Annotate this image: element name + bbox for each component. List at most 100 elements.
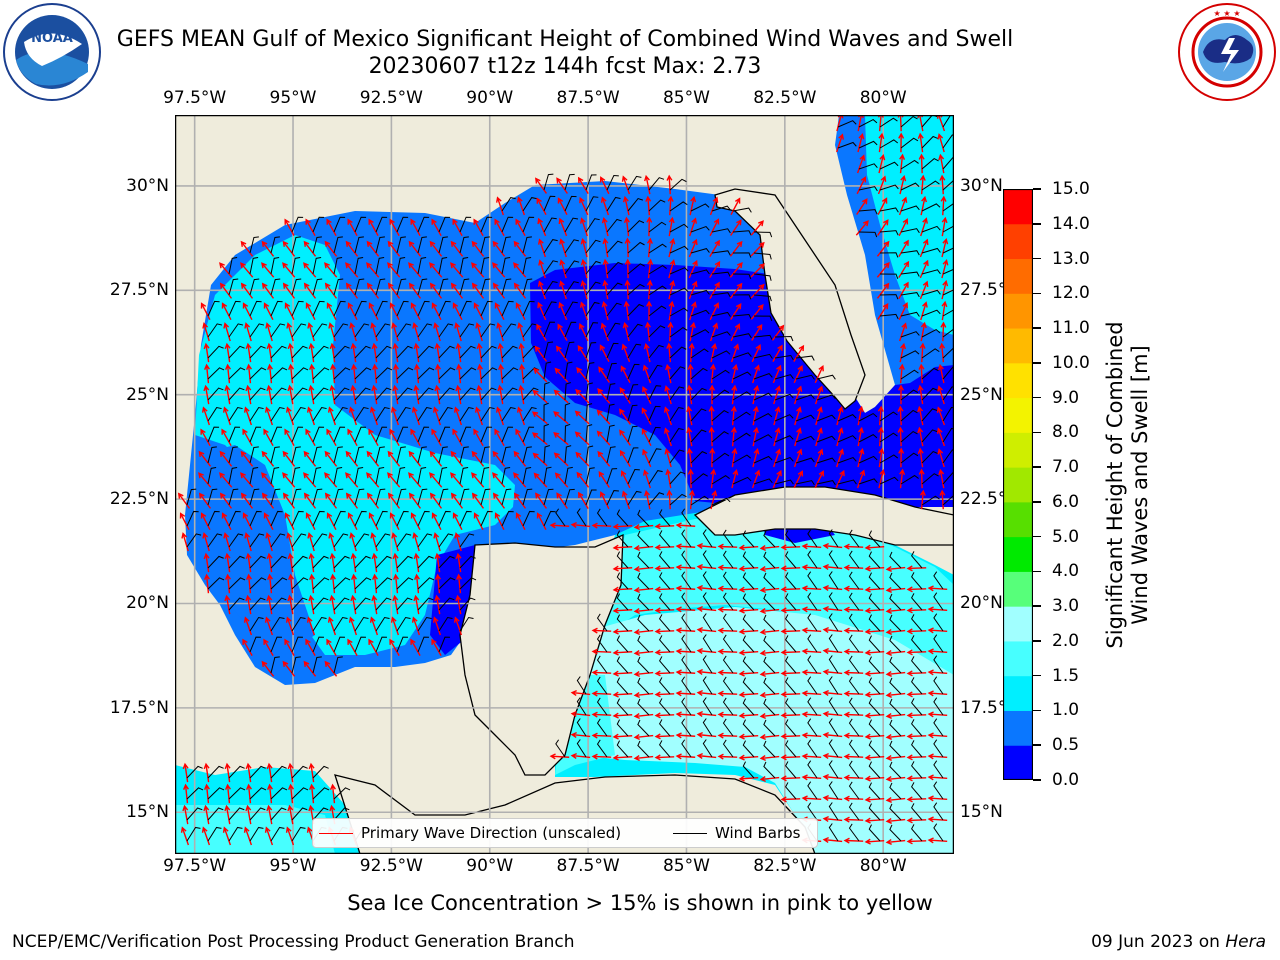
wind-barb — [249, 636, 261, 653]
wave-direction-arrow — [387, 240, 401, 257]
wind-barb — [933, 613, 944, 632]
wind-barb — [848, 529, 860, 548]
wind-barb — [396, 236, 406, 254]
wave-direction-arrow — [553, 432, 569, 446]
wind-barb — [732, 273, 752, 280]
wave-direction-arrow — [864, 565, 885, 572]
wave-direction-arrow — [654, 712, 675, 719]
wave-direction-arrow — [780, 544, 801, 551]
wind-barb — [828, 697, 839, 716]
wave-direction-arrow — [822, 753, 843, 760]
wind-barb — [459, 300, 472, 317]
wave-direction-arrow — [822, 732, 843, 739]
colorbar-tick-mark — [1033, 292, 1041, 295]
wind-barb — [543, 445, 550, 464]
wave-direction-arrow — [434, 594, 441, 615]
wave-direction-arrow — [644, 489, 651, 510]
colorbar-tick-mark — [1033, 223, 1041, 225]
wind-barb — [681, 718, 692, 737]
wind-barb — [911, 677, 923, 695]
wave-direction-arrow — [938, 153, 945, 174]
wind-barb — [807, 634, 818, 653]
wind-barb — [459, 533, 475, 548]
wave-direction-arrow — [329, 342, 336, 363]
wave-direction-arrow — [287, 804, 294, 825]
wind-barb — [596, 739, 608, 758]
wave-direction-arrow — [688, 489, 695, 510]
wind-barb — [921, 158, 939, 170]
wave-direction-arrow — [864, 544, 885, 551]
wind-barb — [228, 367, 246, 380]
wind-barb — [606, 240, 623, 254]
wind-barb — [270, 577, 288, 590]
wave-direction-arrow — [717, 606, 738, 613]
wave-direction-arrow — [518, 342, 525, 363]
wave-direction-arrow — [793, 385, 803, 405]
wind-barb — [785, 572, 797, 590]
wind-barb — [459, 488, 470, 506]
wind-barb — [658, 656, 671, 674]
wave-direction-arrow — [598, 471, 610, 488]
wind-barb — [501, 406, 516, 422]
wave-direction-arrow — [454, 322, 462, 342]
wind-barb — [753, 478, 773, 485]
wave-direction-arrow — [759, 565, 780, 572]
wave-direction-arrow — [801, 711, 822, 718]
wind-barb — [606, 342, 619, 359]
wind-barb — [942, 289, 954, 296]
wave-direction-arrow — [200, 302, 211, 321]
wind-barb — [333, 510, 346, 527]
wind-barb — [396, 510, 409, 527]
wind-barb — [270, 406, 285, 422]
wind-barb — [228, 597, 245, 611]
wave-direction-arrow — [696, 669, 717, 676]
wind-barb — [858, 434, 878, 443]
wind-barb — [763, 677, 776, 695]
wind-barb — [270, 367, 288, 380]
wind-barb — [312, 387, 329, 401]
wind-barb — [658, 509, 671, 527]
wave-direction-arrow — [347, 218, 358, 237]
wave-direction-arrow — [452, 218, 463, 237]
lon-tick-label: 97.5°W — [163, 856, 227, 876]
wave-direction-arrow — [223, 532, 231, 552]
wave-direction-arrow — [822, 627, 843, 634]
wind-barb — [396, 216, 409, 233]
wave-direction-arrow — [266, 762, 273, 783]
wave-direction-arrow — [429, 262, 443, 278]
wind-barb — [228, 426, 241, 443]
wind-barb — [669, 201, 688, 212]
wave-direction-arrow — [843, 543, 864, 550]
wind-barb — [291, 367, 309, 380]
wind-barb — [333, 367, 351, 380]
wind-barb — [742, 530, 755, 548]
wind-barb — [742, 593, 755, 611]
wave-direction-arrow — [366, 450, 380, 467]
wind-barb — [889, 635, 902, 653]
wave-direction-arrow — [450, 262, 464, 278]
wave-direction-arrow — [624, 237, 631, 258]
wave-direction-arrow — [822, 585, 843, 592]
wind-barb — [911, 824, 923, 842]
wave-direction-arrow — [246, 573, 252, 594]
wave-direction-arrow — [492, 262, 506, 278]
wind-barb — [501, 466, 511, 485]
wave-direction-arrow — [179, 512, 190, 531]
wave-direction-arrow — [245, 342, 252, 363]
wind-barb — [438, 387, 455, 401]
wave-direction-arrow — [709, 218, 720, 237]
wind-barb — [249, 616, 264, 632]
wave-direction-arrow — [696, 564, 717, 571]
wind-barb — [501, 446, 511, 464]
wave-direction-arrow — [347, 638, 358, 656]
wind-barb — [555, 508, 566, 527]
wave-direction-arrow — [717, 753, 738, 760]
wave-direction-arrow — [554, 472, 569, 488]
wind-barb — [933, 676, 944, 695]
wave-direction-arrow — [263, 638, 274, 656]
wave-direction-arrow — [843, 564, 864, 571]
wind-barb — [837, 120, 857, 128]
wave-direction-arrow — [242, 428, 253, 447]
wave-direction-arrow — [309, 363, 315, 384]
wave-direction-arrow — [412, 322, 420, 342]
